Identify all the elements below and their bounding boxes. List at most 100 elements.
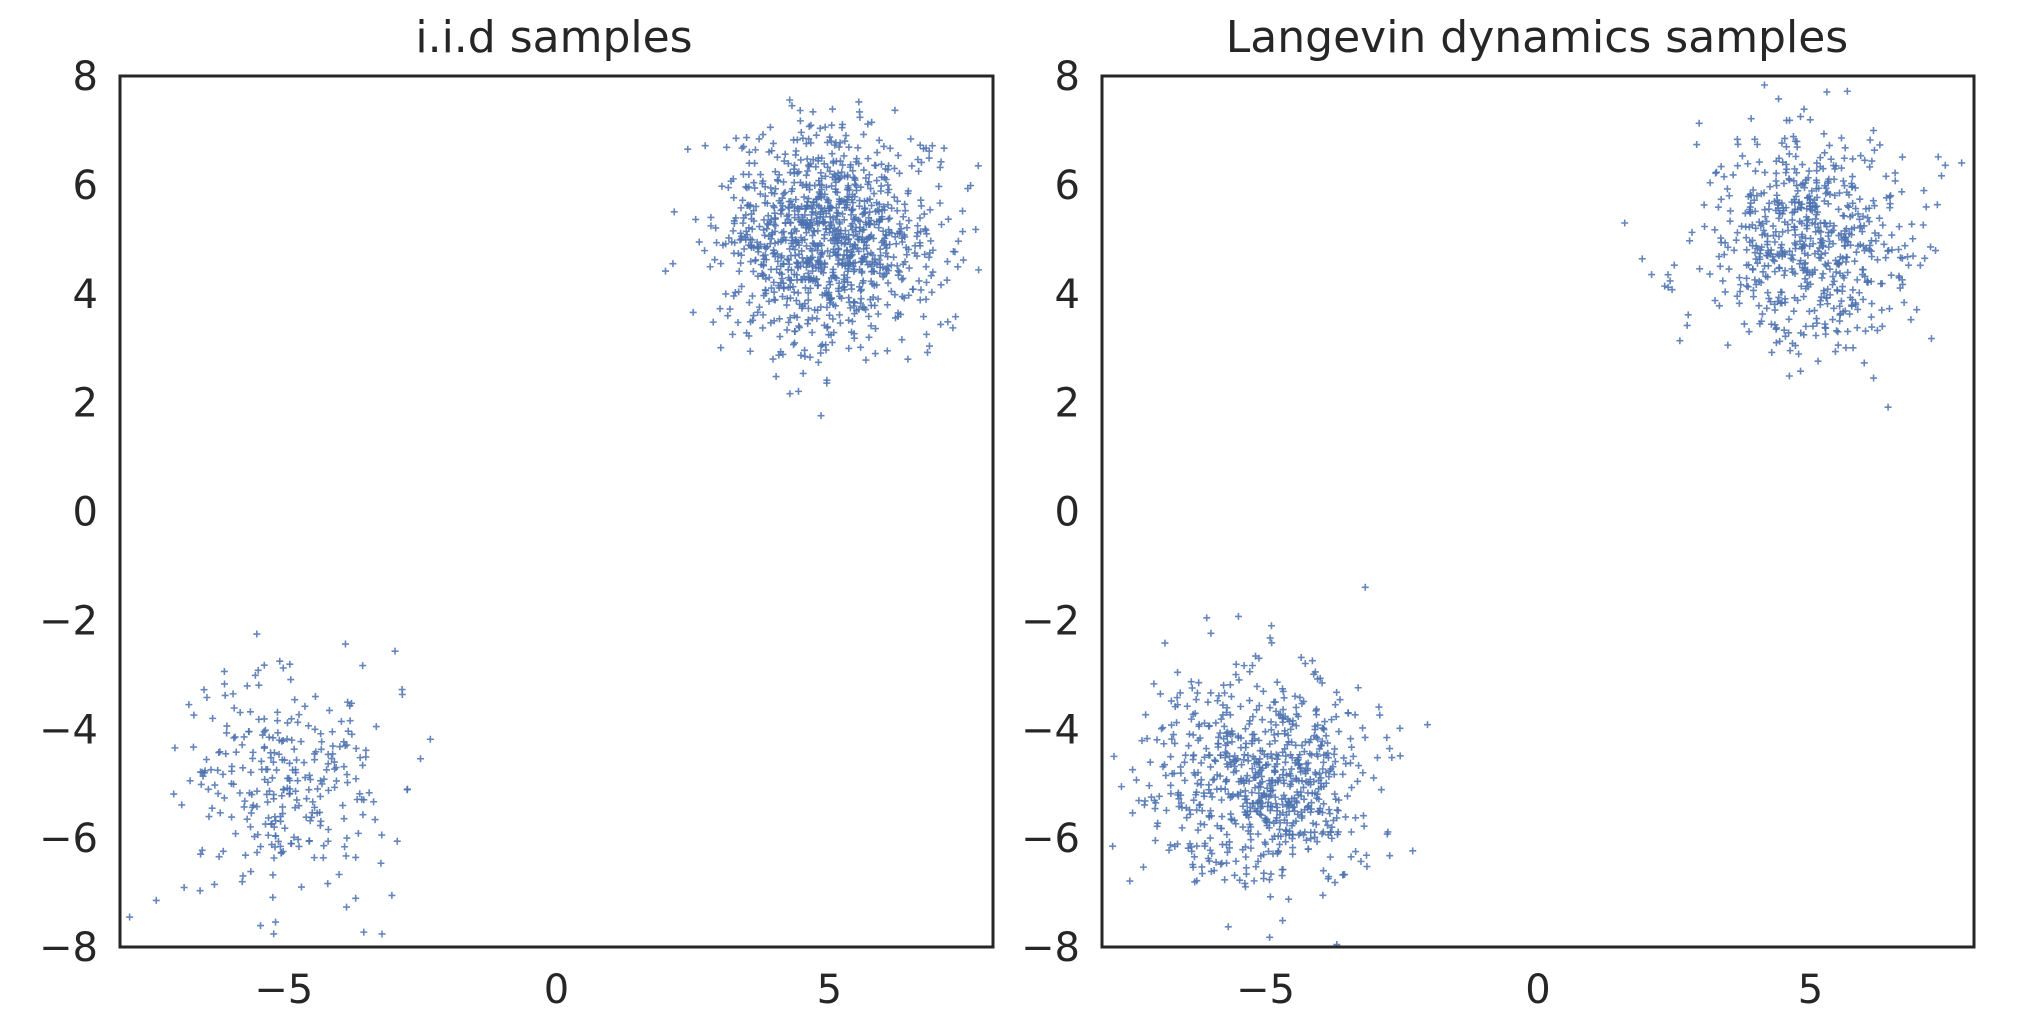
data-point — [1231, 757, 1239, 765]
data-point — [240, 803, 248, 811]
data-point — [1186, 810, 1194, 818]
data-point — [1817, 254, 1825, 262]
data-point — [944, 318, 952, 326]
data-point — [1825, 141, 1833, 149]
data-point — [371, 816, 379, 824]
data-point — [1217, 751, 1225, 759]
data-point — [1162, 771, 1170, 779]
data-point — [875, 218, 883, 226]
data-point — [893, 262, 901, 270]
data-point — [1160, 740, 1168, 748]
chart-title: Langevin dynamics samples — [1226, 12, 1848, 63]
data-point — [1824, 285, 1832, 293]
data-point — [1298, 700, 1306, 708]
data-point — [936, 199, 944, 207]
data-point — [923, 278, 931, 286]
data-point — [1743, 274, 1751, 282]
data-point — [1827, 155, 1835, 163]
data-point — [1751, 135, 1759, 143]
data-point — [1866, 163, 1874, 171]
data-point — [1195, 679, 1203, 687]
data-point — [865, 178, 873, 186]
data-point — [1328, 834, 1336, 842]
data-point — [1920, 187, 1928, 195]
data-point — [823, 324, 831, 332]
data-point — [959, 256, 967, 264]
data-point — [1280, 694, 1288, 702]
data-point — [1207, 689, 1215, 697]
data-point — [866, 195, 874, 203]
data-point — [180, 884, 188, 892]
data-point — [1811, 196, 1819, 204]
data-point — [822, 183, 830, 191]
data-point — [1230, 768, 1238, 776]
data-point — [220, 794, 228, 802]
data-point — [817, 342, 825, 350]
data-point — [1762, 272, 1770, 280]
data-point — [1820, 197, 1828, 205]
data-point — [1361, 583, 1369, 591]
data-point — [1155, 792, 1163, 800]
data-point — [1223, 859, 1231, 867]
data-point — [270, 749, 278, 757]
data-point — [1288, 765, 1296, 773]
data-point — [1198, 870, 1206, 878]
data-point — [819, 207, 827, 215]
data-point — [1776, 264, 1784, 272]
data-point — [1831, 191, 1839, 199]
data-point — [1815, 227, 1823, 235]
data-point — [1193, 689, 1201, 697]
data-point — [754, 272, 762, 280]
data-point — [759, 324, 767, 332]
data-point — [1315, 795, 1323, 803]
data-point — [1187, 715, 1195, 723]
data-point — [1666, 277, 1674, 285]
data-point — [1234, 612, 1242, 620]
data-point — [1299, 783, 1307, 791]
data-point — [829, 315, 837, 323]
data-point — [1273, 678, 1281, 686]
data-point — [311, 756, 319, 764]
data-point — [866, 208, 874, 216]
data-point — [1711, 297, 1719, 305]
data-point — [223, 729, 231, 737]
data-point — [841, 286, 849, 294]
data-point — [920, 210, 928, 218]
data-point — [726, 305, 734, 313]
data-point — [231, 733, 239, 741]
data-point — [1711, 226, 1719, 234]
data-point — [766, 218, 774, 226]
data-point — [826, 167, 834, 175]
data-point — [1719, 277, 1727, 285]
data-point — [1785, 315, 1793, 323]
data-point — [277, 848, 285, 856]
data-point — [1835, 189, 1843, 197]
data-point — [1383, 830, 1391, 838]
data-point — [857, 295, 865, 303]
data-point — [378, 831, 386, 839]
data-point — [1814, 223, 1822, 231]
data-point — [1218, 840, 1226, 848]
data-point — [695, 238, 703, 246]
data-point — [1272, 707, 1280, 715]
data-point — [1257, 852, 1265, 860]
data-point — [203, 694, 211, 702]
data-point — [1276, 840, 1284, 848]
data-point — [1341, 871, 1349, 879]
data-point — [874, 295, 882, 303]
data-point — [954, 263, 962, 271]
data-point — [1168, 770, 1176, 778]
data-point — [1221, 876, 1229, 884]
data-point — [804, 296, 812, 304]
data-point — [833, 212, 841, 220]
data-point — [854, 235, 862, 243]
data-point — [743, 134, 751, 142]
data-point — [258, 765, 266, 773]
data-point — [730, 219, 738, 227]
data-point — [1862, 327, 1870, 335]
data-point — [845, 316, 853, 324]
data-point — [1792, 152, 1800, 160]
data-point — [1797, 282, 1805, 290]
data-point — [867, 249, 875, 257]
data-point — [1763, 251, 1771, 259]
